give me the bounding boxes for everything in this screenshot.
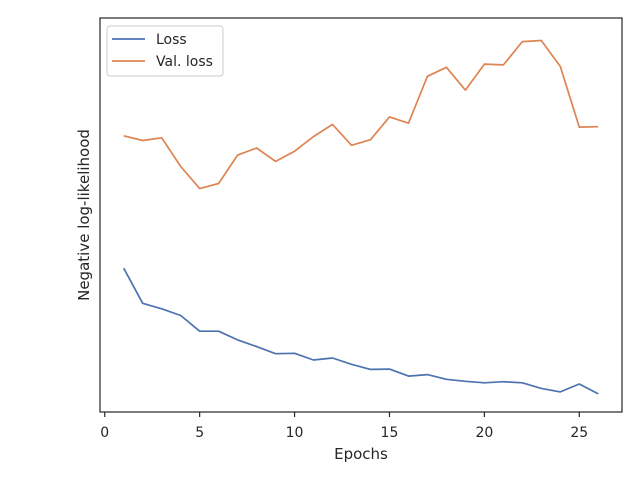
x-tick-label: 5: [195, 425, 204, 441]
x-tick-label: 0: [100, 425, 109, 441]
x-tick-label: 25: [570, 425, 588, 441]
y-axis-label: Negative log-likelihood: [75, 129, 93, 301]
series-layer: [122, 39, 599, 395]
x-tick-label: 15: [381, 425, 399, 441]
series-line-loss: [122, 267, 599, 395]
series-line-val-loss: [123, 39, 599, 190]
x-axis-label: Epochs: [334, 445, 388, 463]
legend: Loss Val. loss: [106, 25, 224, 77]
legend-label-val-loss: Val. loss: [156, 54, 213, 70]
plot-frame: [99, 17, 623, 413]
x-tick-label: 10: [286, 425, 304, 441]
x-tick-label: 20: [475, 425, 493, 441]
legend-label-loss: Loss: [156, 32, 187, 48]
x-axis-ticks: 0 5 10 15 20 25: [100, 412, 588, 441]
